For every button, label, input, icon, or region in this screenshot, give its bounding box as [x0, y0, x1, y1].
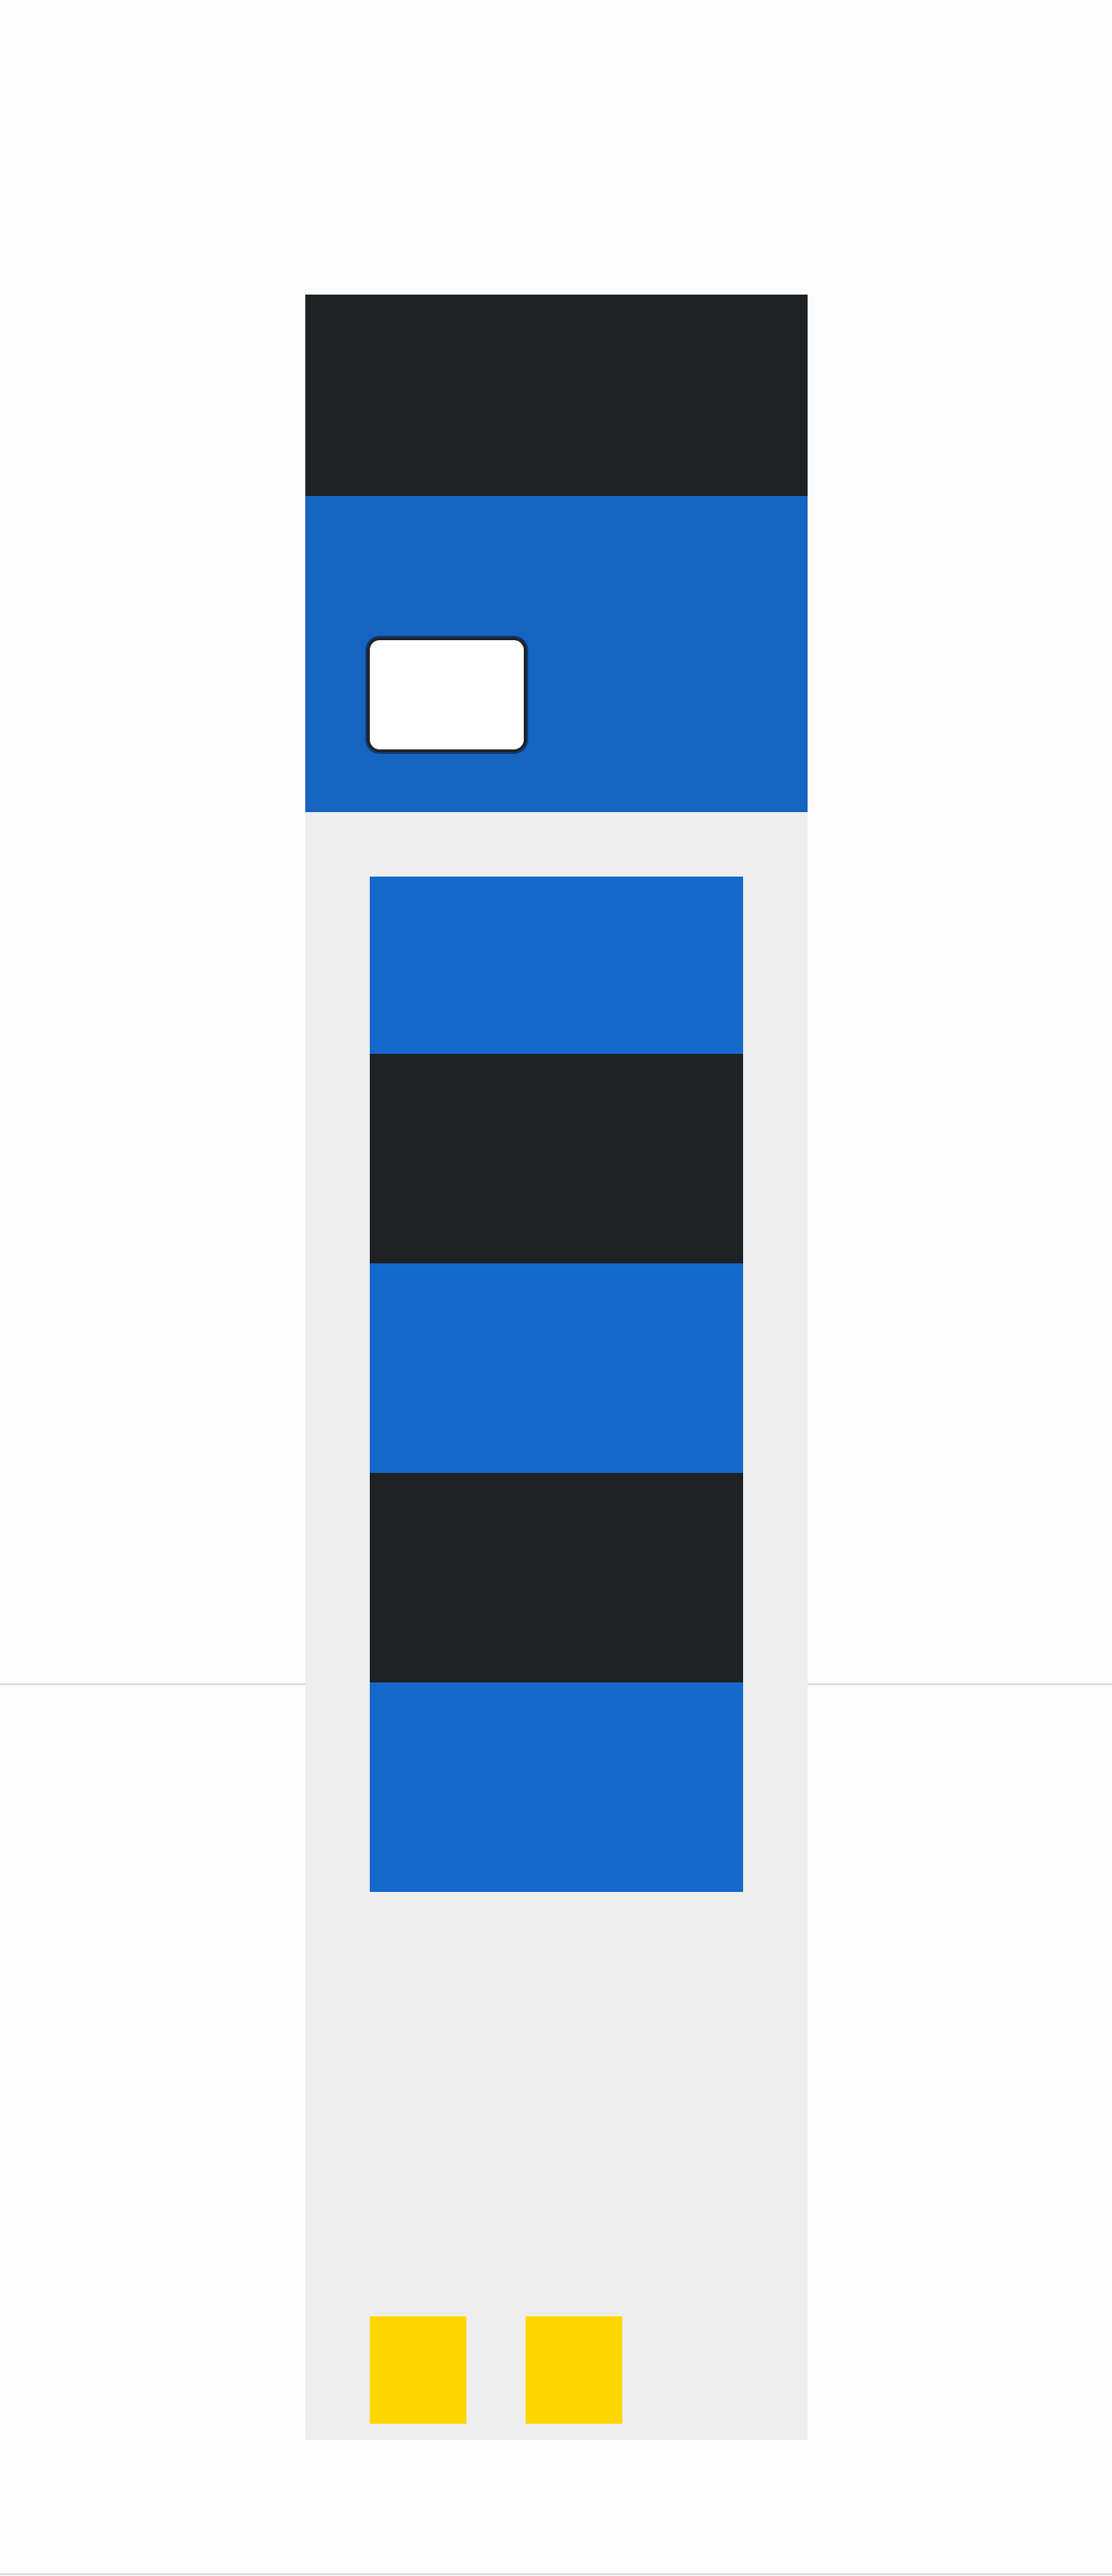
content-block-blue-1[interactable] [370, 877, 743, 1054]
content-block-list [370, 877, 743, 1892]
content-block-blue-2[interactable] [370, 1263, 743, 1473]
content-block-dark-2[interactable] [370, 1473, 743, 1682]
header-button[interactable] [367, 638, 526, 752]
bottom-divider-line [0, 2573, 1112, 2575]
phone-screen [305, 295, 808, 2440]
footer-action-button-2[interactable] [526, 2316, 622, 2424]
footer-action-button-1[interactable] [370, 2316, 466, 2424]
top-app-bar [305, 295, 808, 496]
content-block-dark-1[interactable] [370, 1054, 743, 1263]
content-block-blue-3[interactable] [370, 1682, 743, 1892]
